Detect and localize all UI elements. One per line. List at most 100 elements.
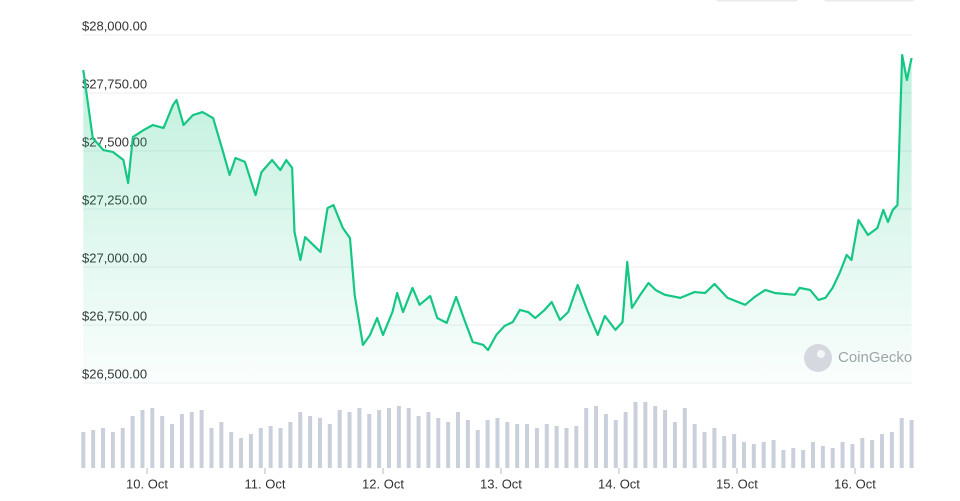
- volume-bar: [613, 420, 618, 468]
- volume-bar: [771, 440, 776, 468]
- volume-bar: [130, 416, 135, 468]
- plot: $26,500.00$26,750.00$27,000.00$27,250.00…: [81, 18, 914, 491]
- volume-bar: [268, 426, 273, 468]
- volume-bar: [367, 414, 372, 468]
- volume-bar: [140, 410, 145, 468]
- volume-bar: [495, 418, 500, 468]
- volume-bar: [110, 432, 115, 468]
- volume-bar: [761, 442, 766, 468]
- volume-bar: [732, 434, 737, 468]
- volume-bar: [406, 408, 411, 468]
- volume-bar: [880, 434, 885, 468]
- volume-bar: [327, 424, 332, 468]
- y-tick-label: $27,750.00: [82, 76, 147, 91]
- volume-bar: [594, 406, 599, 468]
- volume-bar: [386, 408, 391, 468]
- watermark-logo: [817, 350, 825, 358]
- volume-bar: [475, 430, 480, 468]
- price-line: [82, 53, 913, 352]
- volume-bar: [396, 406, 401, 468]
- range-button[interactable]: [716, 0, 798, 2]
- volume-bar: [751, 444, 756, 468]
- range-button[interactable]: [824, 0, 914, 2]
- volume-bar: [347, 412, 352, 468]
- volume-bar: [870, 440, 875, 468]
- volume-bar: [692, 424, 697, 468]
- volume-bar: [682, 408, 687, 468]
- volume-bar: [120, 428, 125, 468]
- volume-bar: [722, 436, 727, 468]
- volume-bar: [219, 422, 224, 468]
- volume-bar: [308, 416, 313, 468]
- watermark: CoinGecko: [804, 344, 912, 372]
- volume-bar: [820, 446, 825, 468]
- volume-bar: [101, 428, 106, 468]
- volume-bar: [791, 448, 796, 468]
- volume-bar: [377, 410, 382, 468]
- volume-bar: [288, 422, 293, 468]
- watermark-text: CoinGecko: [838, 349, 912, 366]
- volume-bar: [160, 416, 165, 468]
- volume-bar: [850, 444, 855, 468]
- volume-bar: [239, 438, 244, 468]
- volume-bar: [702, 432, 707, 468]
- volume-bar: [840, 442, 845, 468]
- volume-bar: [515, 424, 520, 468]
- x-tick-label: 12. Oct: [362, 476, 404, 491]
- volume-bar: [317, 418, 322, 468]
- volume-bar: [672, 422, 677, 468]
- volume-bar: [189, 412, 194, 468]
- y-tick-label: $28,000.00: [82, 18, 147, 33]
- volume-bar: [456, 412, 461, 468]
- volume-bar: [554, 426, 559, 468]
- volume-bar: [357, 408, 362, 468]
- volume-bar: [525, 424, 530, 468]
- volume-bar: [91, 430, 96, 468]
- volume-bar: [278, 428, 283, 468]
- volume-bar: [830, 448, 835, 468]
- volume-bar: [229, 432, 234, 468]
- volume-bar: [416, 416, 421, 468]
- volume-bar: [663, 410, 668, 468]
- volume-bar: [534, 428, 539, 468]
- volume-bar: [248, 434, 253, 468]
- volume-bar: [199, 410, 204, 468]
- volume-bar: [889, 432, 894, 468]
- volume-bar: [909, 420, 914, 468]
- area: [83, 54, 912, 383]
- volume-bar: [298, 412, 303, 468]
- x-tick-label: 14. Oct: [598, 476, 640, 491]
- volume-bar: [781, 450, 786, 468]
- volume-bar: [574, 426, 579, 468]
- volume-bar: [446, 422, 451, 468]
- volume-bar: [801, 450, 806, 468]
- watermark-logo: [804, 344, 832, 372]
- x-tick-label: 15. Oct: [716, 476, 758, 491]
- volume-bar: [436, 418, 441, 468]
- volume-bar: [633, 402, 638, 468]
- volume-bar: [810, 442, 815, 468]
- x-tick-label: 11. Oct: [245, 476, 286, 491]
- volume-bar: [741, 442, 746, 468]
- volume-bar: [653, 406, 658, 468]
- volume-bar: [603, 414, 608, 468]
- volume-bar: [485, 420, 490, 468]
- volume-bar: [150, 408, 155, 468]
- volume-bar: [465, 420, 470, 468]
- volume-bar: [209, 428, 214, 468]
- volume-bar: [426, 412, 431, 468]
- volume-bar: [258, 428, 263, 468]
- volume-bar: [623, 412, 628, 468]
- volume-bar: [899, 418, 904, 468]
- volume-bar: [584, 408, 589, 468]
- volume-bar: [337, 410, 342, 468]
- x-tick-label: 13. Oct: [480, 476, 522, 491]
- volume-bar: [860, 438, 865, 468]
- volume-bar: [179, 414, 184, 468]
- volume-bar: [712, 428, 717, 468]
- x-tick-label: 16. Oct: [834, 476, 876, 491]
- volume-bar: [544, 424, 549, 468]
- x-tick-label: 10. Oct: [126, 476, 168, 491]
- volume-bar: [564, 428, 569, 468]
